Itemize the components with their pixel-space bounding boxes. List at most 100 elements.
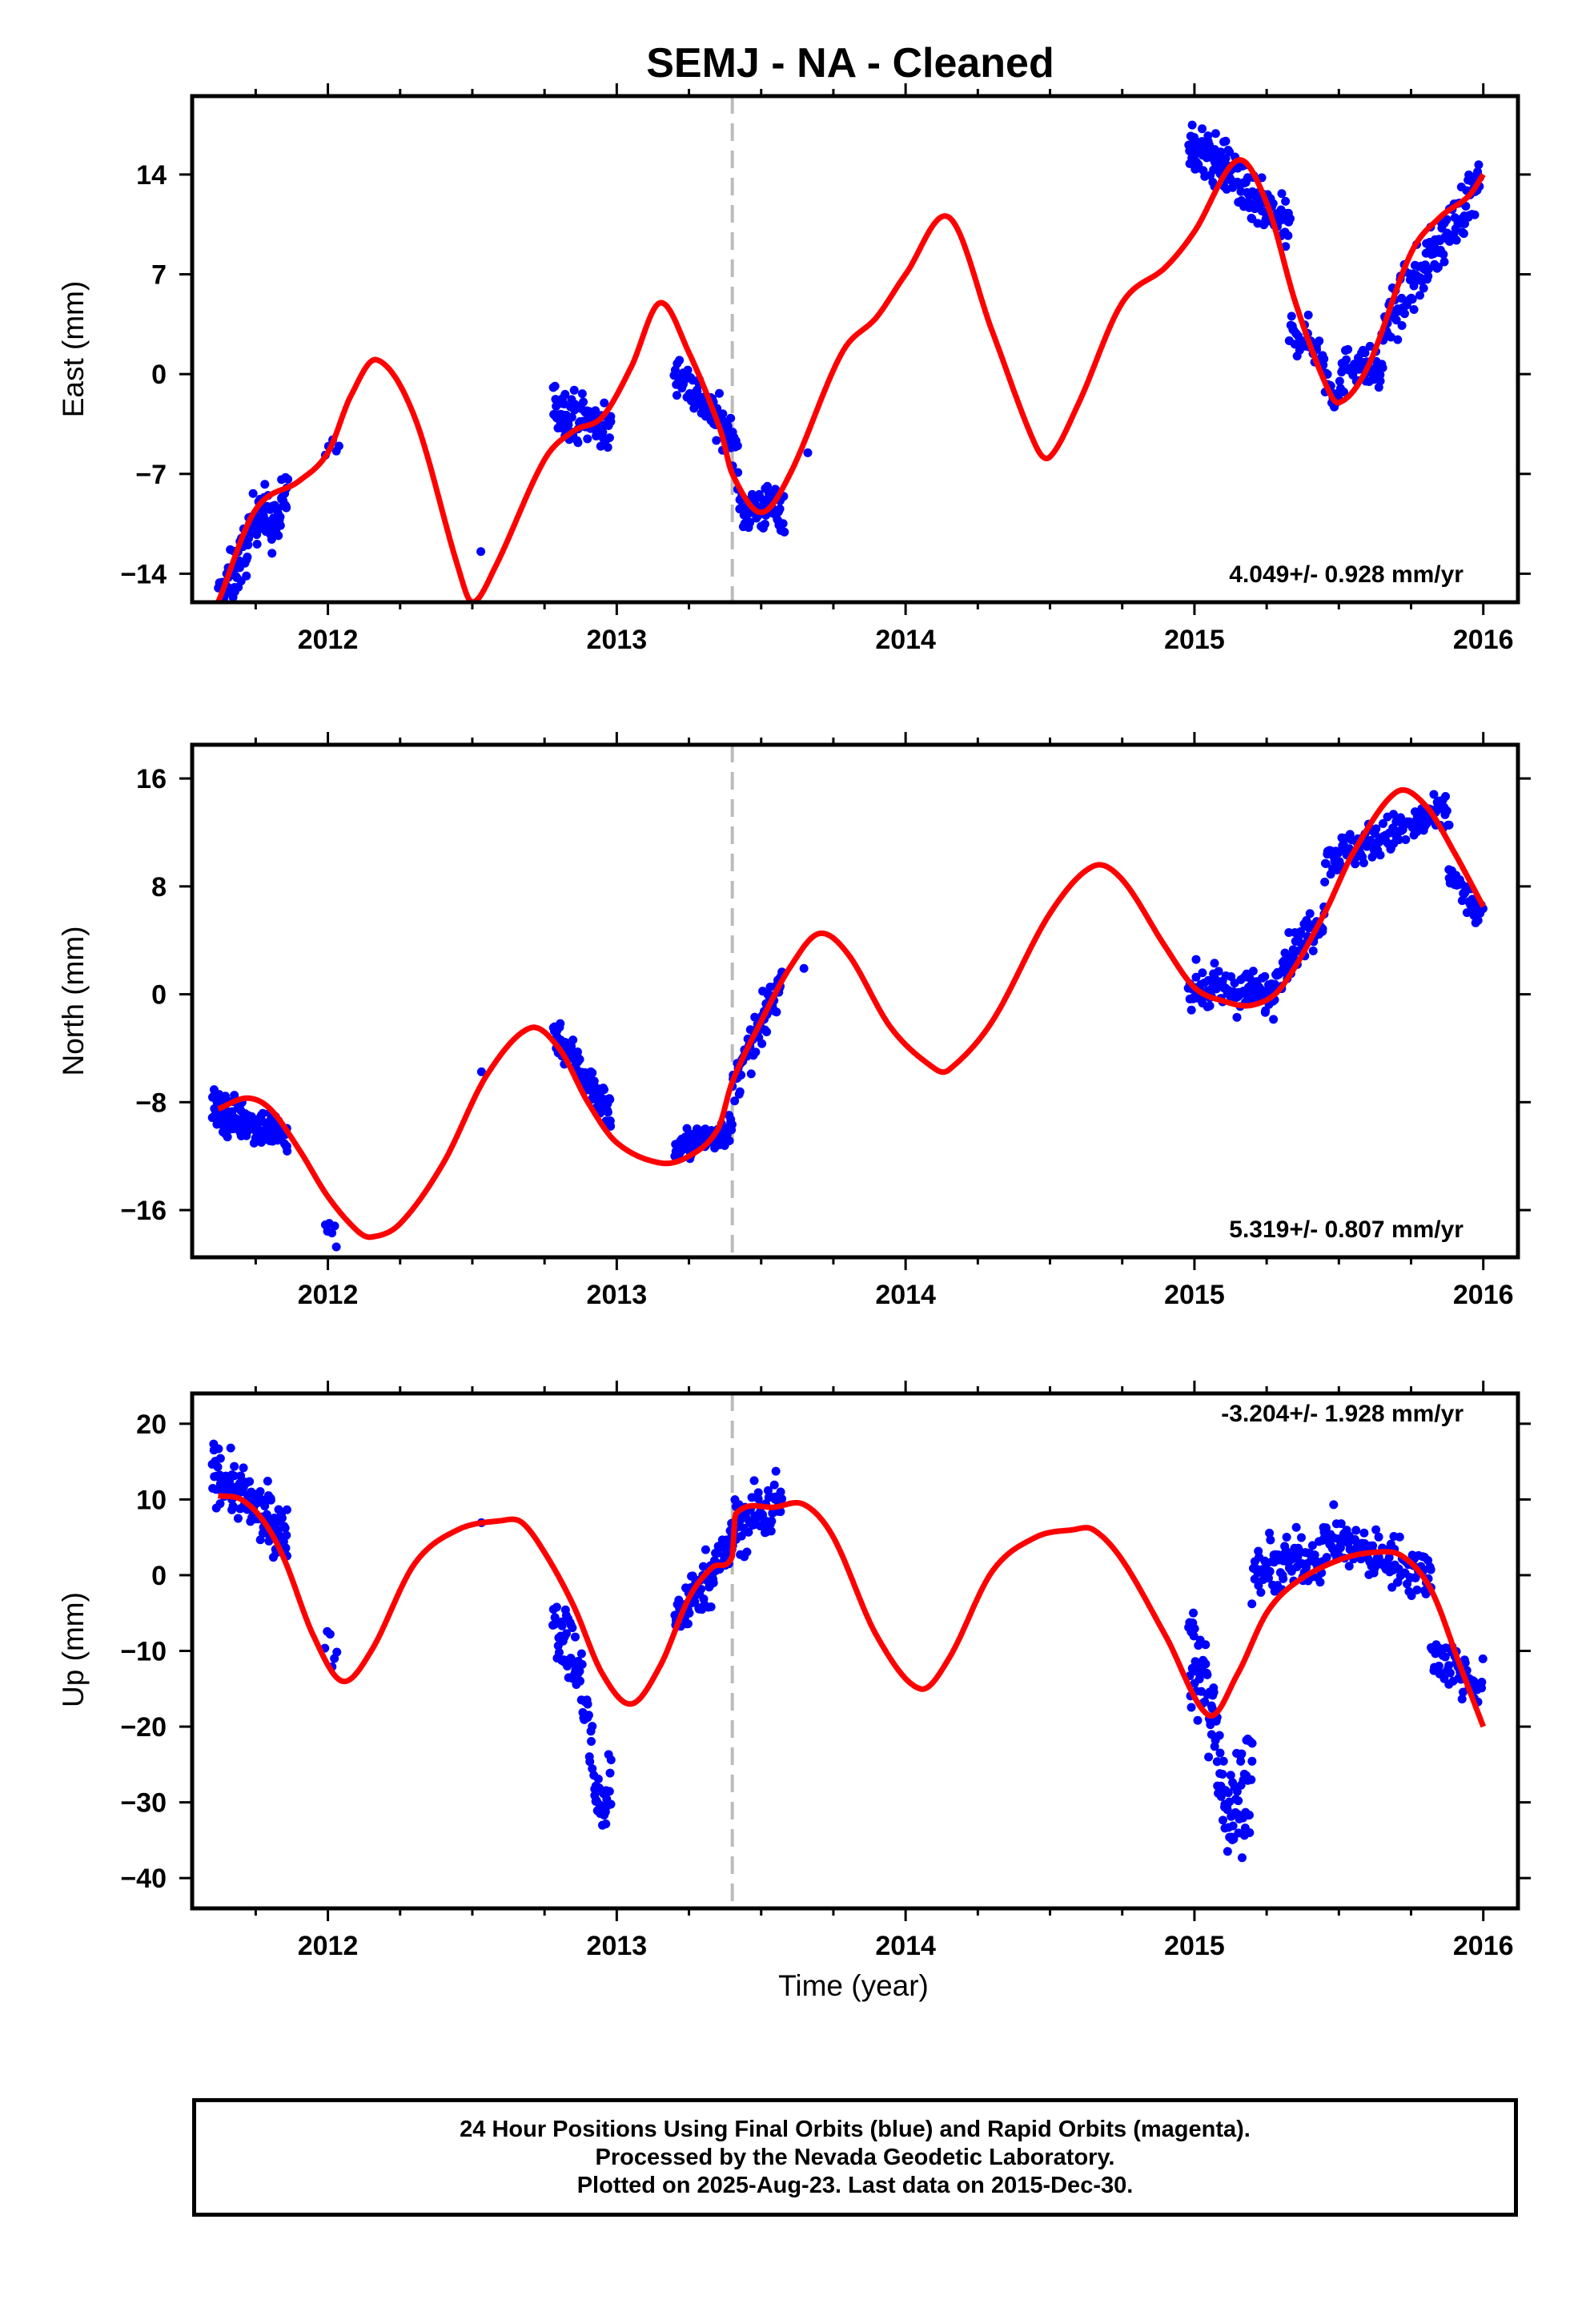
data-point (1244, 1810, 1254, 1819)
data-point (1386, 332, 1395, 342)
y-tick-label: 8 (151, 872, 167, 903)
data-point (1248, 967, 1258, 976)
data-point (1227, 972, 1236, 982)
y-tick-label: 0 (151, 360, 167, 390)
data-point (226, 1443, 235, 1453)
data-point (1391, 316, 1401, 325)
data-point (584, 1711, 593, 1720)
data-point (1310, 1550, 1319, 1560)
data-point (1284, 928, 1294, 938)
data-point (1351, 1526, 1361, 1535)
data-point (723, 421, 733, 431)
data-point (327, 1228, 337, 1238)
data-point (1187, 120, 1197, 130)
data-point (1407, 295, 1417, 304)
data-point (1269, 1015, 1279, 1024)
data-point (1329, 1500, 1339, 1510)
data-point (1283, 231, 1293, 240)
data-point (1291, 1522, 1301, 1532)
y-tick-label: −14 (120, 559, 167, 589)
data-point (606, 1121, 616, 1131)
data-point (579, 397, 588, 407)
data-point (735, 1087, 745, 1096)
data-point (1334, 848, 1343, 858)
data-point (243, 540, 253, 549)
data-point (603, 1108, 612, 1117)
data-points (207, 790, 1488, 1252)
model-curve (216, 1493, 1486, 1728)
data-point (1223, 1788, 1233, 1798)
data-point (706, 1602, 716, 1612)
data-point (228, 1502, 238, 1511)
data-point (1247, 1756, 1257, 1766)
model-curve (216, 787, 1486, 1240)
data-point (766, 1526, 776, 1536)
data-point (1201, 1659, 1211, 1669)
data-point (577, 1659, 587, 1669)
data-point (1441, 792, 1451, 802)
data-point (1194, 160, 1203, 170)
data-point (757, 1039, 767, 1048)
data-point (606, 1799, 616, 1809)
data-point (749, 1476, 759, 1486)
data-point (330, 1221, 339, 1231)
data-point (1319, 354, 1329, 364)
x-tick-label: 2014 (875, 625, 936, 655)
data-point (1321, 859, 1331, 869)
data-point (1193, 1715, 1203, 1725)
data-point (1407, 1591, 1416, 1601)
data-point (325, 1630, 335, 1639)
data-point (230, 1462, 239, 1471)
data-point (1214, 967, 1223, 976)
data-point (550, 381, 560, 391)
data-point (600, 398, 609, 408)
data-point (282, 1505, 291, 1514)
rate-label: 5.319+/- 0.807 mm/yr (1229, 1216, 1464, 1243)
data-point (1245, 1828, 1255, 1838)
data-point (725, 1136, 734, 1146)
data-point (1460, 219, 1470, 228)
y-tick-label: −40 (120, 1864, 167, 1894)
data-point (1375, 370, 1385, 380)
data-point (1204, 1752, 1214, 1762)
data-point (1378, 363, 1387, 372)
data-point (1394, 835, 1403, 845)
plot-frame (190, 1391, 1520, 1911)
data-point (1221, 154, 1231, 163)
data-point (230, 1091, 239, 1100)
data-point (1265, 1528, 1275, 1538)
x-tick-label: 2012 (298, 625, 359, 655)
data-point (1399, 309, 1409, 319)
model-curve (215, 157, 1486, 602)
data-point (1282, 1533, 1291, 1542)
data-point (243, 553, 252, 562)
data-point (776, 1487, 785, 1497)
data-point (1198, 124, 1207, 134)
y-tick-label: 16 (136, 764, 167, 794)
data-point (1247, 1775, 1256, 1784)
data-point (1390, 826, 1399, 835)
data-point (606, 1755, 616, 1765)
data-point (685, 1608, 694, 1618)
data-point (1268, 199, 1278, 208)
data-point (1320, 877, 1330, 887)
data-point (569, 385, 579, 395)
data-point (1191, 972, 1201, 982)
data-point (605, 1095, 615, 1104)
data-point (220, 608, 229, 617)
data-point (1321, 1523, 1331, 1533)
data-point (556, 1019, 565, 1028)
data-point (233, 1514, 243, 1523)
data-point (1478, 1654, 1488, 1663)
data-point (606, 412, 616, 421)
data-point (775, 504, 785, 513)
data-point (564, 420, 573, 429)
data-point (229, 1471, 239, 1481)
data-point (1303, 310, 1313, 320)
data-point (260, 1502, 270, 1511)
footer-box: 24 Hour Positions Using Final Orbits (bl… (192, 2098, 1518, 2217)
data-point (1342, 355, 1351, 364)
data-point (1412, 1585, 1422, 1594)
x-tick-label: 2012 (298, 1280, 359, 1310)
data-point (283, 475, 293, 485)
